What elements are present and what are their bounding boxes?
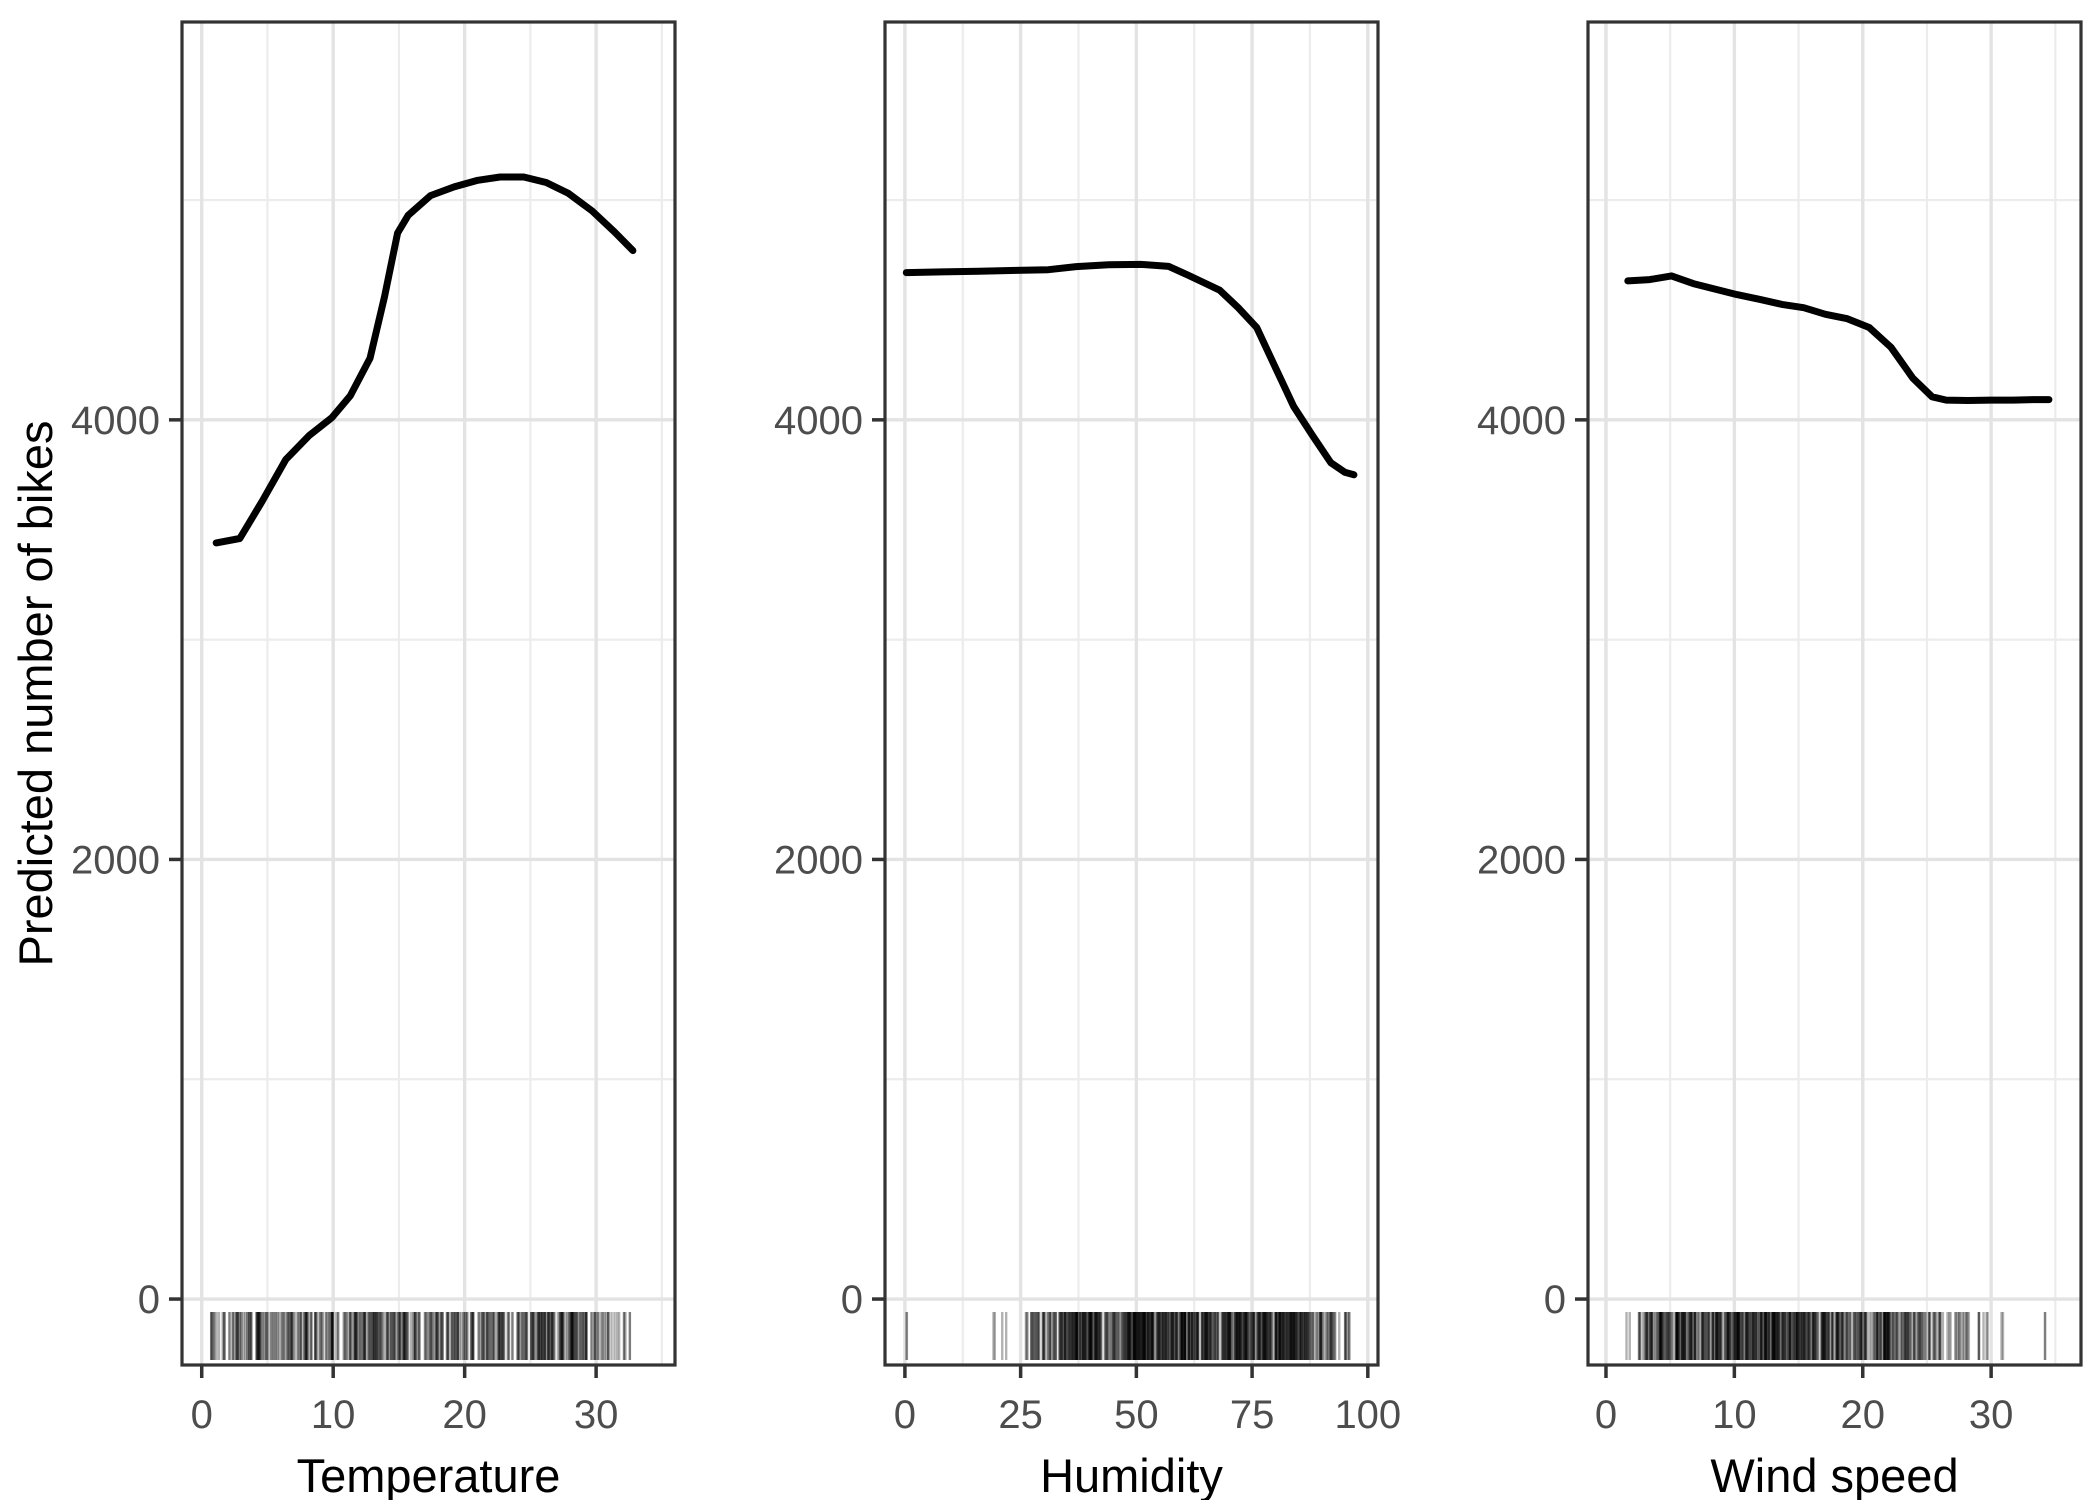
panel-wind-speed: 0 10 20 30 0 2000 4000 Wind speed xyxy=(1477,20,2083,1500)
x-tick-label: 30 xyxy=(1969,1393,2014,1437)
y-tick-label: 4000 xyxy=(774,399,863,443)
panel-background xyxy=(1588,22,2081,1365)
pdp-line-temperature xyxy=(212,173,637,547)
panel-border xyxy=(180,20,677,1367)
x-tick-label: 20 xyxy=(442,1393,487,1437)
x-tick-label: 25 xyxy=(998,1393,1043,1437)
x-tick-label: 0 xyxy=(191,1393,213,1437)
x-tick-label: 50 xyxy=(1114,1393,1159,1437)
y-axis-title: Predicted number of bikes xyxy=(9,420,62,966)
x-axis-title-humidity: Humidity xyxy=(1040,1449,1223,1500)
y-tick-label: 2000 xyxy=(71,838,160,882)
pdp-line-humidity xyxy=(902,260,1358,479)
x-tick-label: 10 xyxy=(311,1393,356,1437)
y-tick-label: 0 xyxy=(138,1278,160,1322)
x-tick-label: 75 xyxy=(1230,1393,1275,1437)
y-tick-label: 4000 xyxy=(1477,399,1566,443)
x-tick-label: 30 xyxy=(574,1393,619,1437)
y-tick-label: 2000 xyxy=(774,838,863,882)
panel-border xyxy=(883,20,1380,1367)
y-tick-label: 2000 xyxy=(1477,838,1566,882)
y-tick-label: 0 xyxy=(1544,1278,1566,1322)
panel-border xyxy=(1586,20,2083,1367)
x-tick-label: 0 xyxy=(1595,1393,1617,1437)
x-tick-label: 10 xyxy=(1712,1393,1757,1437)
panel-background xyxy=(885,22,1378,1365)
panel-humidity: 0 25 50 75 100 0 2000 4000 Humidity xyxy=(774,20,1401,1500)
x-tick-label: 20 xyxy=(1840,1393,1885,1437)
panel-background xyxy=(182,22,675,1365)
rug-wind-speed xyxy=(1625,1312,2047,1360)
y-tick-label: 4000 xyxy=(71,399,160,443)
panel-temperature: 0 10 20 30 0 2000 4000 Temperature xyxy=(71,20,677,1500)
pdp-line-wind-speed xyxy=(1624,272,2053,404)
x-axis-title-temperature: Temperature xyxy=(297,1449,561,1500)
y-tick-label: 0 xyxy=(841,1278,863,1322)
x-tick-label: 0 xyxy=(894,1393,916,1437)
x-axis-title-wind-speed: Wind speed xyxy=(1710,1449,1958,1500)
rug-humidity xyxy=(905,1312,1351,1360)
rug-temperature xyxy=(209,1312,632,1360)
x-tick-label: 100 xyxy=(1334,1393,1401,1437)
